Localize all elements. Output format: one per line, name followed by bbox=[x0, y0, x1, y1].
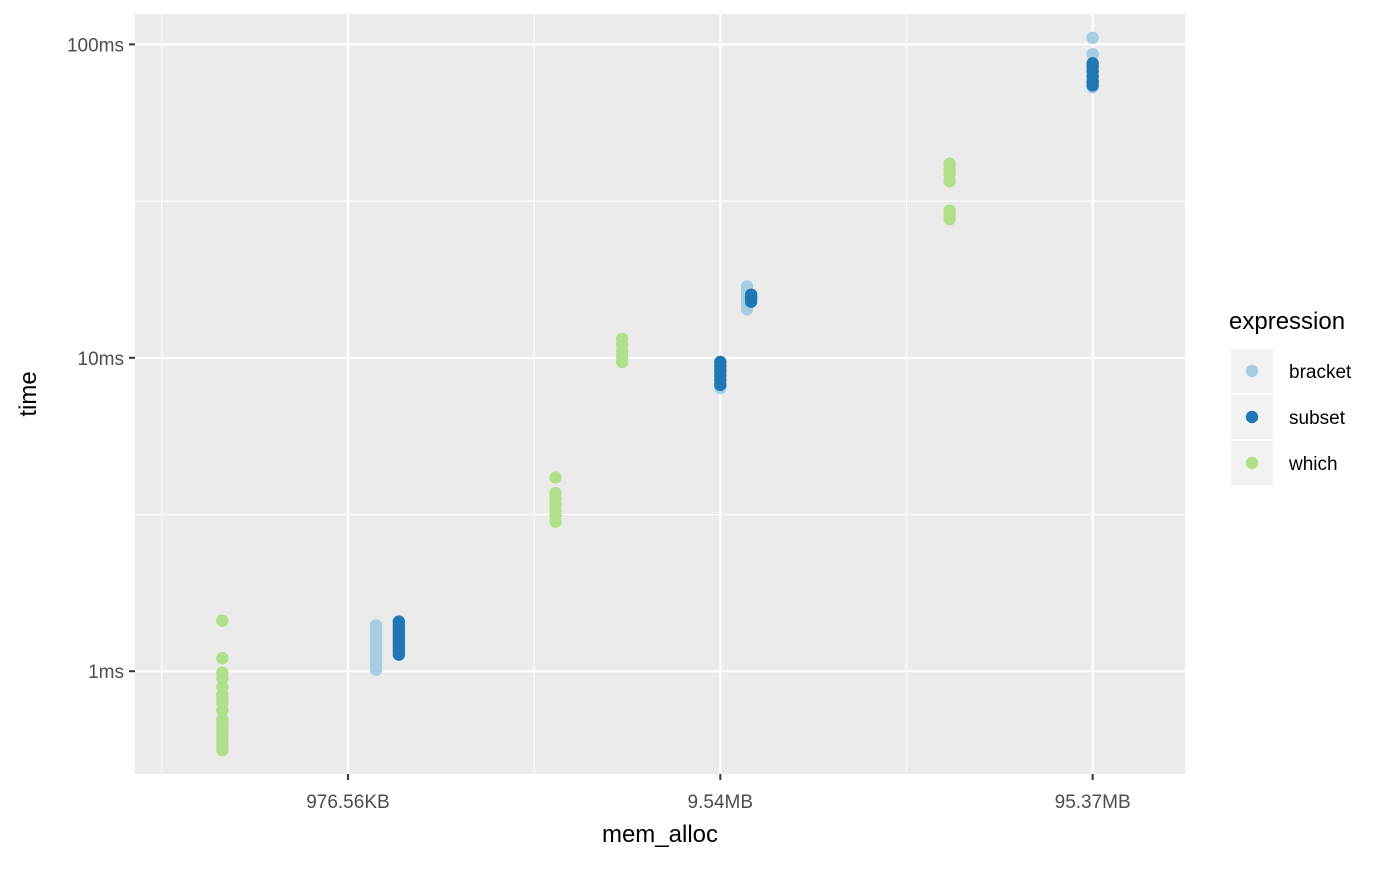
legend-key-bracket bbox=[1245, 364, 1259, 378]
axis-ticks bbox=[129, 43, 1094, 780]
data-point-which bbox=[216, 680, 229, 694]
x-tick-label: 9.54MB bbox=[688, 792, 753, 813]
y-tick-label: 1ms bbox=[88, 662, 124, 683]
x-tick-label: 976.56KB bbox=[306, 792, 389, 813]
legend-key-which bbox=[1245, 456, 1259, 470]
legend-key-subset bbox=[1245, 410, 1259, 424]
data-point-which bbox=[549, 486, 562, 500]
data-point-which bbox=[216, 713, 229, 726]
data-point-which bbox=[943, 157, 956, 170]
legend-label-bracket: bracket bbox=[1289, 362, 1352, 383]
data-point-which bbox=[615, 332, 629, 345]
legend-keys: bracket subset which bbox=[1231, 349, 1352, 485]
data-point-which bbox=[216, 614, 229, 627]
tick-labels: 976.56KB 9.54MB 95.37MB 1ms 10ms 100ms bbox=[67, 35, 1131, 813]
legend-label-subset: subset bbox=[1289, 408, 1346, 429]
data-point-bracket bbox=[369, 619, 383, 632]
data-points bbox=[216, 31, 1099, 757]
data-point-bracket bbox=[1086, 48, 1099, 61]
data-point-subset bbox=[714, 355, 727, 369]
y-tick-label: 10ms bbox=[78, 349, 124, 370]
legend-title: expression bbox=[1229, 308, 1345, 335]
data-point-which bbox=[216, 652, 229, 665]
y-axis-title: time bbox=[15, 371, 42, 416]
data-point-subset bbox=[1086, 57, 1099, 70]
minor-gridlines bbox=[135, 14, 1185, 774]
data-point-bracket bbox=[1086, 31, 1099, 44]
data-point-subset bbox=[392, 615, 406, 628]
y-tick-label: 100ms bbox=[67, 35, 124, 56]
data-point-which bbox=[216, 666, 229, 679]
legend-label-which: which bbox=[1288, 454, 1338, 475]
data-point-which bbox=[549, 471, 562, 484]
data-point-which bbox=[943, 204, 956, 217]
panel-background bbox=[135, 14, 1185, 774]
data-point-subset bbox=[744, 288, 758, 301]
x-axis-title: mem_alloc bbox=[602, 821, 718, 848]
x-tick-label: 95.37MB bbox=[1055, 792, 1131, 813]
legend: expression bracket subset which bbox=[1229, 308, 1352, 485]
